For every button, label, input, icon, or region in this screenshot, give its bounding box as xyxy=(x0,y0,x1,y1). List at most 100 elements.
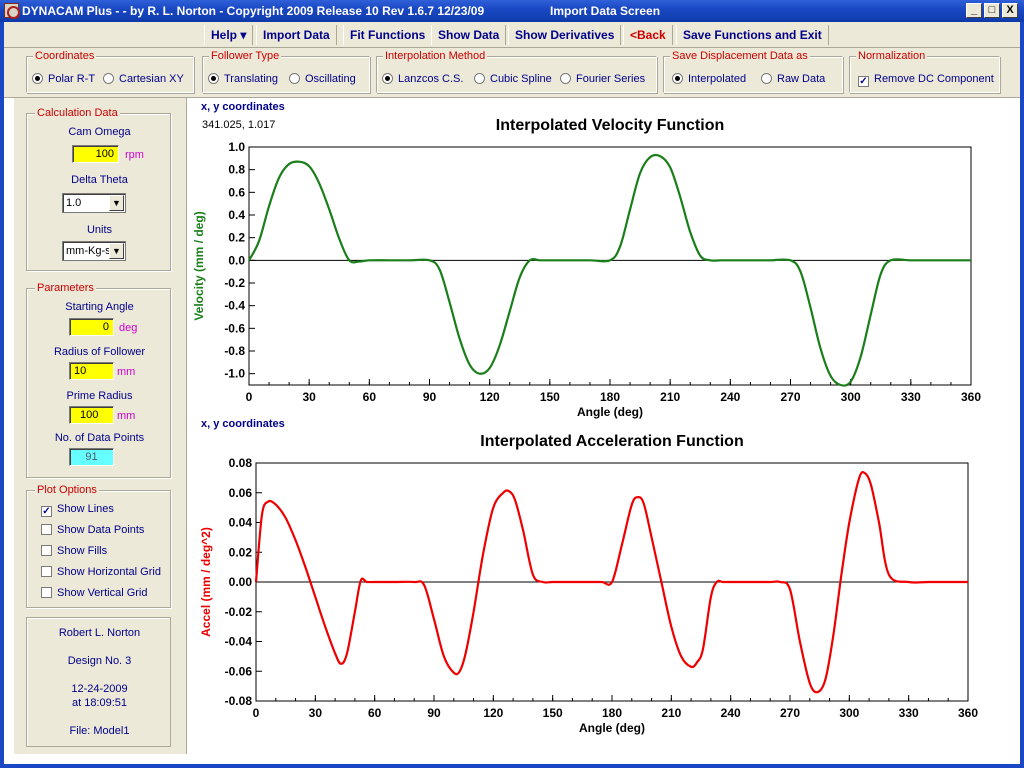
calculation-data-legend: Calculation Data xyxy=(35,107,120,119)
chart2-x-tick-label: 210 xyxy=(661,706,681,720)
back-button[interactable]: <Back xyxy=(623,25,673,45)
maximize-button[interactable]: □ xyxy=(984,3,1000,18)
chart1-y-tick-label: 0.6 xyxy=(228,185,245,199)
charts-svg[interactable]: Interpolated Velocity Function 0 30 60 90 120… xyxy=(187,98,1017,754)
chart2-y-tick-label: -0.06 xyxy=(225,664,253,678)
units-select[interactable]: mm-Kg-s ▼ xyxy=(62,241,126,261)
cam-omega-unit: rpm xyxy=(125,149,144,161)
window-border-left xyxy=(0,22,4,768)
interpolation-method-legend: Interpolation Method xyxy=(383,50,488,62)
chart2-x-tick-label: 30 xyxy=(309,706,323,720)
starting-angle-input[interactable]: 0 xyxy=(69,318,114,336)
delta-theta-select[interactable]: 1.0 ▼ xyxy=(62,193,126,213)
polar-rt-radio[interactable]: Polar R-T xyxy=(32,73,95,85)
prime-radius-input[interactable]: 100 xyxy=(69,406,114,424)
prime-radius-unit: mm xyxy=(117,410,136,422)
num-points-label: No. of Data Points xyxy=(54,432,145,444)
units-value: mm-Kg-s xyxy=(66,245,111,257)
chart1-y-tick-label: -0.8 xyxy=(224,344,245,358)
import-data-button[interactable]: Import Data xyxy=(256,25,337,45)
fourier-series-radio[interactable]: Fourier Series xyxy=(560,73,645,85)
window-border-bottom xyxy=(0,764,1024,768)
lanzcos-radio[interactable]: Lanzcos C.S. xyxy=(382,73,463,85)
cartesian-xy-label: Cartesian XY xyxy=(119,73,184,85)
empty-checkbox-icon xyxy=(41,545,52,556)
window-border-right xyxy=(1020,22,1024,768)
show-fills-checkbox[interactable]: Show Fills xyxy=(41,545,107,557)
help-menu[interactable]: Help ▾ xyxy=(204,25,254,45)
cubic-spline-label: Cubic Spline xyxy=(490,73,552,85)
chart2-x-axis-label: Angle (deg) xyxy=(579,721,645,735)
translating-label: Translating xyxy=(224,73,279,85)
remove-dc-checkbox[interactable]: ✓ Remove DC Component xyxy=(858,73,994,87)
chart1-y-tick-label: -0.2 xyxy=(224,276,245,290)
chart2-x-tick-label: 270 xyxy=(780,706,800,720)
parameters-group: Parameters Starting Angle 0 deg Radius o… xyxy=(26,282,171,478)
follower-type-legend: Follower Type xyxy=(209,50,282,62)
chart1-x-tick-label: 300 xyxy=(841,390,861,404)
chart1-x-tick-label: 120 xyxy=(480,390,500,404)
translating-radio[interactable]: Translating xyxy=(208,73,278,85)
chart2-y-tick-label: -0.02 xyxy=(225,605,253,619)
chart2-y-tick-label: 0.04 xyxy=(229,516,253,530)
chart1-y-tick-label: 1.0 xyxy=(228,140,245,154)
show-data-points-label: Show Data Points xyxy=(57,524,145,536)
radio-dot xyxy=(560,73,571,84)
prime-radius-label: Prime Radius xyxy=(66,390,133,402)
normalization-group: Normalization ✓ Remove DC Component xyxy=(849,50,1000,93)
chart2-x-tick-label: 120 xyxy=(483,706,503,720)
chart2-x-tick-label: 60 xyxy=(368,706,382,720)
save-displacement-group: Save Displacement Data as Interpolated R… xyxy=(663,50,843,93)
chart2-x-tick-label: 0 xyxy=(253,706,260,720)
show-hgrid-checkbox[interactable]: Show Horizontal Grid xyxy=(41,566,161,578)
plot-options-legend: Plot Options xyxy=(35,484,99,496)
chart2-x-tick-label: 300 xyxy=(839,706,859,720)
cartesian-xy-radio[interactable]: Cartesian XY xyxy=(103,73,184,85)
chart1-y-tick-label: -0.4 xyxy=(224,299,245,313)
raw-data-label: Raw Data xyxy=(777,73,826,85)
interpolated-radio[interactable]: Interpolated xyxy=(672,73,746,85)
chart1-y-axis-label: Velocity (mm / deg) xyxy=(192,211,206,320)
radio-dot xyxy=(474,73,485,84)
chart1-title: Interpolated Velocity Function xyxy=(496,117,724,134)
close-button[interactable]: X xyxy=(1002,3,1018,18)
chevron-down-icon[interactable]: ▼ xyxy=(109,195,124,211)
show-vgrid-checkbox[interactable]: Show Vertical Grid xyxy=(41,587,147,599)
coord-readout-value-1: 341.025, 1.017 xyxy=(202,119,276,131)
show-derivatives-button[interactable]: Show Derivatives xyxy=(508,25,622,45)
chart2-y-tick-label: 0.08 xyxy=(229,456,253,470)
fit-functions-button[interactable]: Fit Functions xyxy=(343,25,433,45)
fourier-series-label: Fourier Series xyxy=(576,73,646,85)
file-name: File: Model1 xyxy=(69,725,130,737)
show-lines-checkbox[interactable]: ✓ Show Lines xyxy=(41,503,114,517)
coordinates-group: Coordinates Polar R-T Cartesian XY xyxy=(26,50,194,93)
title-bar: DYNACAM Plus - - by R. L. Norton - Copyr… xyxy=(0,0,1024,22)
chart2-x-tick-label: 240 xyxy=(721,706,741,720)
cam-omega-input[interactable]: 100 xyxy=(72,145,119,163)
raw-data-radio[interactable]: Raw Data xyxy=(761,73,825,85)
radius-follower-label: Radius of Follower xyxy=(53,346,146,358)
coord-readout-label-1: x, y coordinates xyxy=(201,101,285,113)
radius-follower-unit: mm xyxy=(117,366,136,378)
chart1-x-tick-label: 240 xyxy=(720,390,740,404)
chart1-y-tick-label: 0.4 xyxy=(228,208,245,222)
check-icon: ✓ xyxy=(41,506,52,517)
chart2-x-tick-label: 360 xyxy=(958,706,978,720)
chart2-x-tick-label: 150 xyxy=(543,706,563,720)
show-fills-label: Show Fills xyxy=(57,545,108,557)
save-functions-exit-button[interactable]: Save Functions and Exit xyxy=(676,25,829,45)
radio-dot xyxy=(103,73,114,84)
radius-follower-input[interactable]: 10 xyxy=(69,362,114,380)
chart2-x-tick-label: 180 xyxy=(602,706,622,720)
cubic-spline-radio[interactable]: Cubic Spline xyxy=(474,73,552,85)
minimize-button[interactable]: _ xyxy=(966,3,982,18)
show-data-button[interactable]: Show Data xyxy=(431,25,507,45)
chart1-y-tick-label: 0.8 xyxy=(228,163,245,177)
show-data-points-checkbox[interactable]: Show Data Points xyxy=(41,524,144,536)
oscillating-radio[interactable]: Oscillating xyxy=(289,73,356,85)
design-time: at 18:09:51 xyxy=(71,697,128,709)
screen-name: Import Data Screen xyxy=(550,4,661,18)
chart2-title: Interpolated Acceleration Function xyxy=(480,433,743,450)
starting-angle-unit: deg xyxy=(119,322,138,334)
chevron-down-icon[interactable]: ▼ xyxy=(109,243,124,259)
